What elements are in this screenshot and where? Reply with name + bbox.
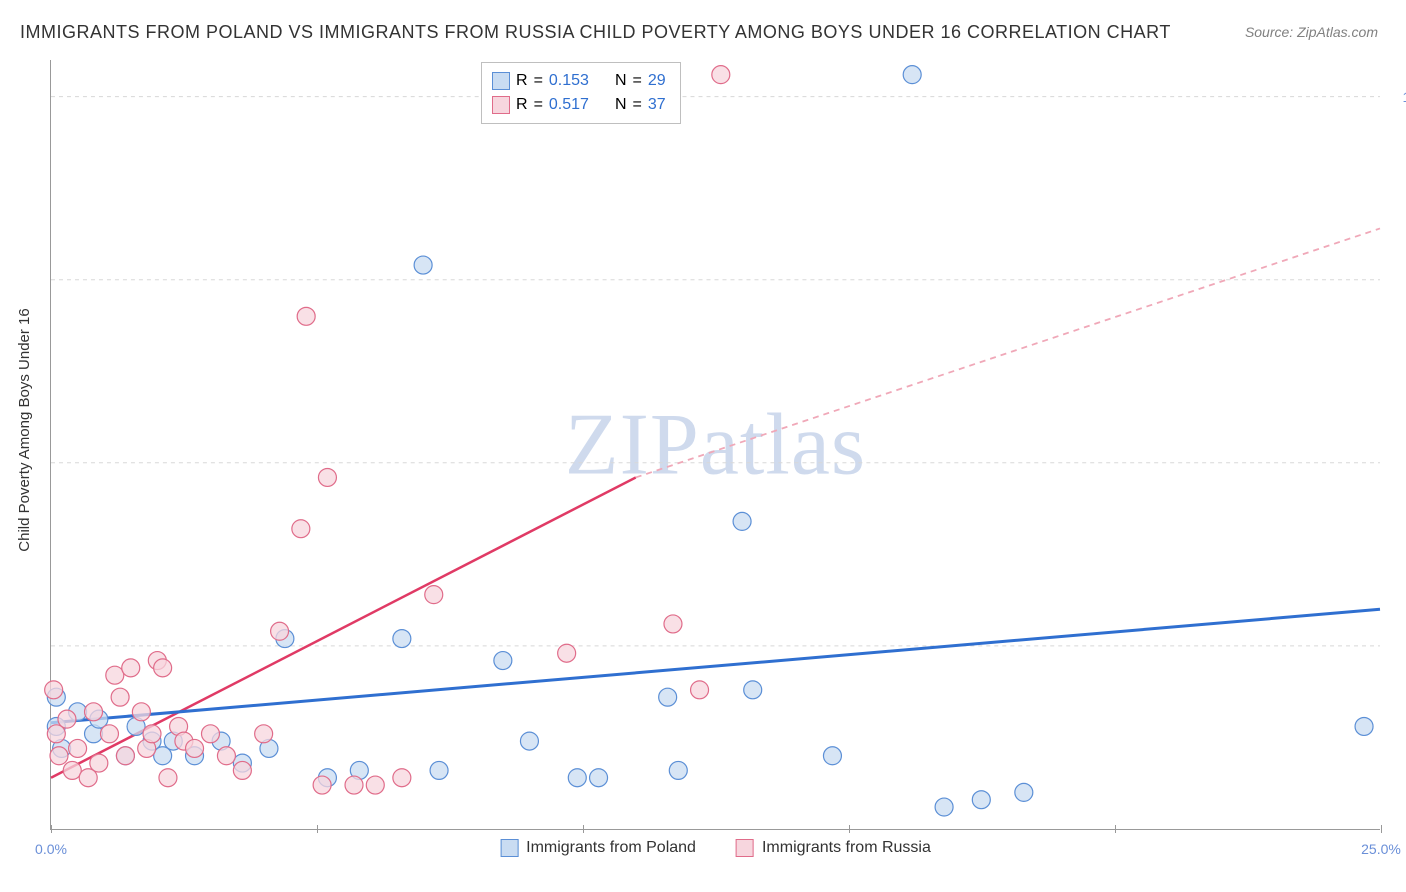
stats-n-label: N bbox=[615, 93, 627, 117]
swatch-russia bbox=[492, 96, 510, 114]
stats-box: R = 0.153 N = 29 R = 0.517 N = 37 bbox=[481, 62, 681, 124]
swatch-russia bbox=[736, 839, 754, 857]
stats-r-label: R bbox=[516, 93, 528, 117]
stats-eq: = bbox=[633, 69, 642, 93]
chart-title: IMMIGRANTS FROM POLAND VS IMMIGRANTS FRO… bbox=[20, 22, 1171, 43]
x-tick-label: 0.0% bbox=[35, 841, 67, 857]
stats-r-value-russia: 0.517 bbox=[549, 93, 589, 117]
plot-area: ZIPatlas 25.0%50.0%75.0%100.0% 0.0%25.0%… bbox=[50, 60, 1380, 830]
legend-item-russia: Immigrants from Russia bbox=[736, 839, 931, 857]
source-label: Source: ZipAtlas.com bbox=[1245, 24, 1378, 40]
stats-eq: = bbox=[633, 93, 642, 117]
stats-n-value-russia: 37 bbox=[648, 93, 666, 117]
y-tick-label: 100.0% bbox=[1403, 89, 1406, 105]
legend-label-poland: Immigrants from Poland bbox=[526, 839, 696, 857]
stats-n-value-poland: 29 bbox=[648, 69, 666, 93]
legend-item-poland: Immigrants from Poland bbox=[500, 839, 696, 857]
stats-r-value-poland: 0.153 bbox=[549, 69, 589, 93]
stats-row-russia: R = 0.517 N = 37 bbox=[492, 93, 666, 117]
stats-n-label: N bbox=[615, 69, 627, 93]
x-tick bbox=[51, 825, 52, 833]
x-tick bbox=[583, 825, 584, 833]
swatch-poland bbox=[500, 839, 518, 857]
chart-svg bbox=[51, 60, 1380, 829]
x-tick bbox=[849, 825, 850, 833]
legend-label-russia: Immigrants from Russia bbox=[762, 839, 931, 857]
stats-row-poland: R = 0.153 N = 29 bbox=[492, 69, 666, 93]
x-tick bbox=[1381, 825, 1382, 833]
swatch-poland bbox=[492, 72, 510, 90]
x-tick bbox=[317, 825, 318, 833]
x-tick-label: 25.0% bbox=[1361, 841, 1401, 857]
stats-eq: = bbox=[534, 93, 543, 117]
stats-eq: = bbox=[534, 69, 543, 93]
x-tick bbox=[1115, 825, 1116, 833]
y-axis-title: Child Poverty Among Boys Under 16 bbox=[16, 308, 33, 551]
legend: Immigrants from Poland Immigrants from R… bbox=[500, 839, 931, 857]
stats-r-label: R bbox=[516, 69, 528, 93]
